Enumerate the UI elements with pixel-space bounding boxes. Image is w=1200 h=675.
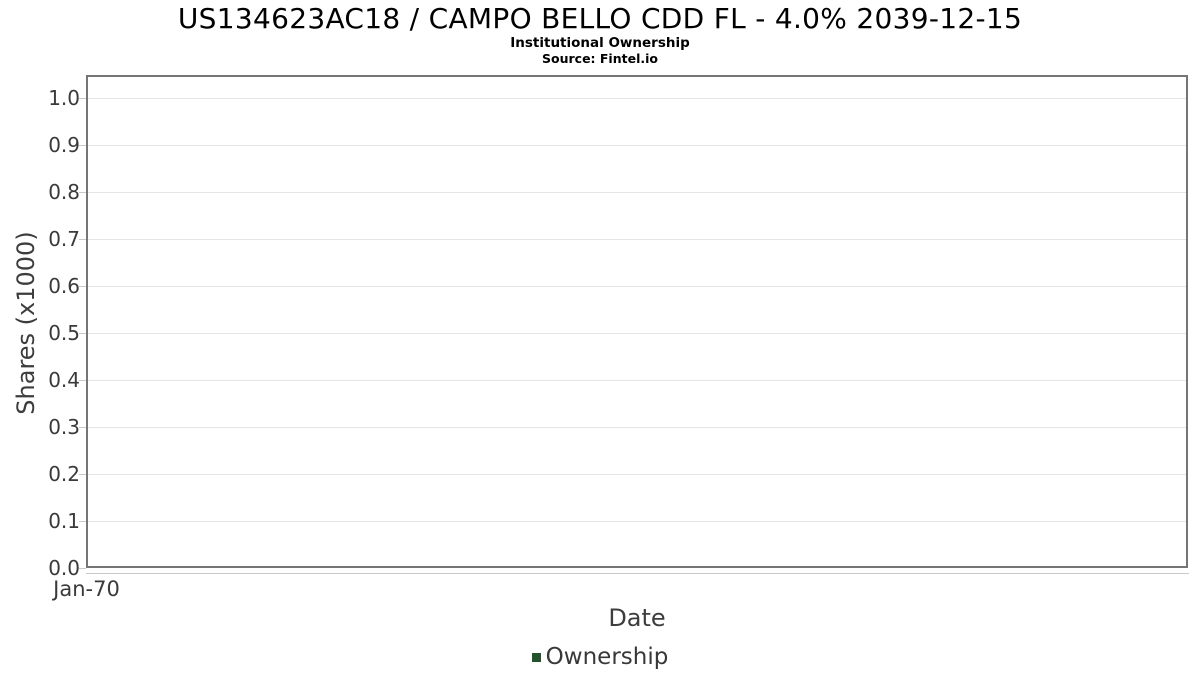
y-tick-mark-0.2 <box>79 474 86 476</box>
y-tick-mark-0.5 <box>79 333 86 335</box>
y-tick-label-0.2: 0.2 <box>48 462 80 487</box>
legend-marker-ownership <box>531 652 541 662</box>
y-tick-label-0.5: 0.5 <box>48 321 80 346</box>
legend-label-ownership: Ownership <box>545 644 669 670</box>
y-tick-label-0.4: 0.4 <box>48 368 80 393</box>
chart-subtitle: Institutional Ownership <box>510 35 690 51</box>
y-tick-label-1.0: 1.0 <box>48 86 80 111</box>
gridline-1.0 <box>88 98 1186 100</box>
chart-title: US134623AC18 / CAMPO BELLO CDD FL - 4.0%… <box>177 2 1023 35</box>
legend: Ownership <box>0 644 1200 670</box>
x-axis-title: Date <box>608 604 666 632</box>
y-tick-label-0.0: 0.0 <box>48 556 80 580</box>
y-tick-label-0.9: 0.9 <box>48 133 80 158</box>
y-tick-label-0.6: 0.6 <box>48 274 80 299</box>
y-tick-mark-0.7 <box>79 239 86 241</box>
y-tick-mark-0.8 <box>79 192 86 194</box>
plot-area <box>86 75 1188 568</box>
y-tick-label-0.7: 0.7 <box>48 227 80 252</box>
y-tick-mark-0.3 <box>79 427 86 429</box>
gridline-0.8 <box>88 192 1186 194</box>
gridline-0.9 <box>88 145 1186 147</box>
gridline-0.7 <box>88 239 1186 241</box>
gridline-0.4 <box>88 380 1186 382</box>
y-tick-label-0.8: 0.8 <box>48 180 80 205</box>
y-tick-mark-0.6 <box>79 286 86 288</box>
y-tick-mark-0.1 <box>79 521 86 523</box>
x-axis-tick-label: Jan-70 <box>53 577 120 601</box>
y-tick-label-0.1: 0.1 <box>48 509 80 534</box>
gridline-0.3 <box>88 427 1186 429</box>
y-tick-mark-0.9 <box>79 145 86 147</box>
gridline-0.2 <box>88 474 1186 476</box>
y-tick-mark-0.0 <box>79 568 86 569</box>
chart-source: Source: Fintel.io <box>542 51 658 66</box>
y-tick-mark-0.4 <box>79 380 86 382</box>
x-axis-line <box>86 573 1189 574</box>
gridline-0.1 <box>88 521 1186 523</box>
y-tick-mark-1.0 <box>79 98 86 100</box>
gridline-0.5 <box>88 333 1186 335</box>
y-tick-label-0.3: 0.3 <box>48 415 80 440</box>
gridline-0.6 <box>88 286 1186 288</box>
